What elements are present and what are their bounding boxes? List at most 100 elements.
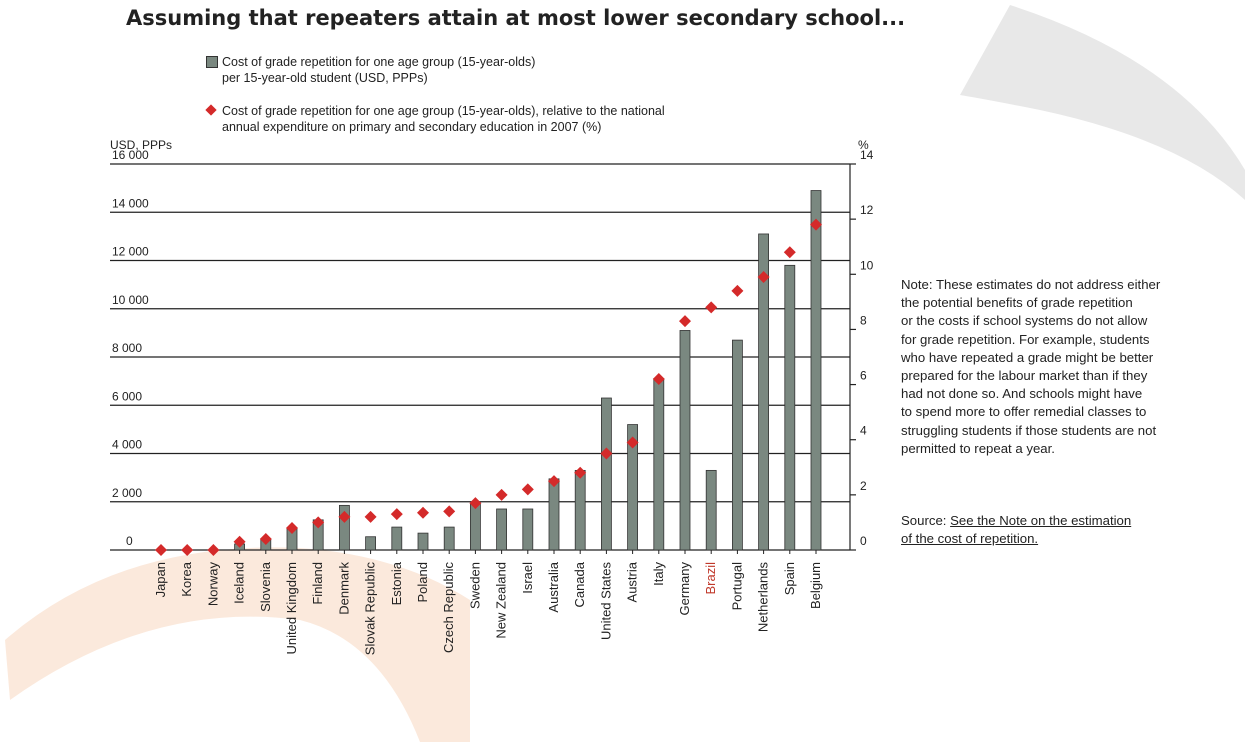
bar (705, 469, 717, 551)
y-left-tick-label: 16 000 (112, 148, 149, 162)
y-right-tick-label: 8 (860, 313, 867, 327)
legend-bars-line1: Cost of grade repetition for one age gro… (222, 55, 536, 69)
marker-diamond (443, 505, 456, 518)
note-line-7: had not done so. And schools might have (901, 386, 1143, 402)
y-left-tick-label: 6 000 (112, 389, 142, 403)
bar (810, 190, 822, 551)
x-category-label: Netherlands (756, 562, 771, 633)
bar (784, 264, 796, 551)
marker-diamond (259, 532, 272, 545)
x-category-label: Slovenia (258, 561, 273, 612)
x-category-label: Germany (677, 562, 692, 616)
orange-swoosh-shape (5, 547, 470, 742)
marker-diamond (626, 436, 639, 449)
marker-diamond (757, 271, 770, 284)
x-category-label: Norway (205, 562, 220, 607)
bar (443, 526, 455, 551)
x-category-label: Brazil (703, 562, 718, 595)
y-right-tick-label: 12 (860, 203, 874, 217)
y-right-tick-label: 10 (860, 258, 874, 272)
marker-diamond (233, 535, 246, 548)
y-left-tick-label: 2 000 (112, 486, 142, 500)
note-line-10: permitted to repeat a year. (901, 440, 1055, 456)
source-link-line1[interactable]: See the Note on the estimation (950, 513, 1132, 528)
x-category-label: United States (598, 562, 613, 641)
marker-diamond (731, 284, 744, 297)
chart-title: Assuming that repeaters attain at most l… (126, 6, 906, 30)
marker-diamond (469, 497, 482, 510)
legend-bars: Cost of grade repetition for one age gro… (206, 54, 742, 86)
bar (391, 526, 403, 551)
gray-swoosh-shape (960, 5, 1245, 200)
marker-diamond (652, 373, 665, 386)
bar (548, 478, 560, 551)
marker-diamond (312, 516, 325, 529)
x-category-label: Korea (179, 561, 194, 596)
source-link-line2[interactable]: of the cost of repetition. (901, 531, 1039, 546)
marker-diamond (521, 483, 534, 496)
note-line-2: the potential benefits of grade repetiti… (901, 295, 1133, 311)
y-right-tick-label: 0 (860, 534, 867, 548)
bar (574, 469, 586, 551)
y-left-tick-label: 14 000 (112, 196, 149, 210)
x-category-label: Finland (310, 562, 325, 605)
note-line-3: or the costs if school systems do not al… (901, 313, 1148, 329)
bar (417, 532, 429, 551)
bar (679, 330, 691, 551)
legend-markers-line1: Cost of grade repetition for one age gro… (222, 104, 665, 118)
x-category-label: Israel (520, 562, 535, 594)
x-category-label: Denmark (336, 562, 351, 615)
bar (365, 536, 377, 551)
x-category-label: Austria (625, 561, 640, 602)
bar (522, 508, 534, 551)
x-category-label: Belgium (808, 562, 823, 609)
marker-diamond (783, 246, 796, 259)
x-category-label: Iceland (232, 562, 247, 604)
note-line-6: prepared for the labour market than if t… (901, 368, 1148, 384)
y-left-tick-label: 10 000 (112, 293, 149, 307)
y-right-tick-label: 2 (860, 479, 867, 493)
marker-diamond (338, 510, 351, 523)
source-label: Source: (901, 513, 947, 528)
bar (469, 502, 481, 551)
marker-diamond (495, 488, 508, 501)
y-right-tick-label: 4 (860, 424, 867, 438)
x-category-label: United Kingdom (284, 562, 299, 655)
x-category-label: Portugal (729, 562, 744, 611)
legend-markers: Cost of grade repetition for one age gro… (205, 103, 822, 135)
note-line-9: struggling students if those students ar… (901, 422, 1157, 438)
x-category-label: Japan (153, 562, 168, 597)
y-left-tick-label: 8 000 (112, 341, 142, 355)
y-right-tick-label: 14 (860, 148, 874, 162)
marker-diamond (600, 447, 613, 460)
marker-diamond (364, 510, 377, 523)
legend-markers-line2: annual expenditure on primary and second… (222, 120, 602, 134)
x-category-label: New Zealand (494, 562, 509, 639)
bar (601, 397, 612, 551)
marker-diamond (155, 544, 167, 556)
y-left-tick-label: 0 (126, 534, 133, 548)
marker-diamond (417, 506, 429, 519)
marker-diamond (810, 218, 822, 231)
marker-diamond (574, 466, 587, 479)
marker-diamond (679, 315, 691, 328)
bar (496, 508, 508, 551)
y-right-tick-label: 6 (860, 369, 867, 383)
x-category-label: Sweden (467, 562, 482, 609)
marker-diamond (390, 508, 403, 521)
note-line-1: Note: These estimates do not address eit… (901, 277, 1161, 292)
y-left-axis-label: USD, PPPs (110, 138, 173, 152)
x-category-label: Estonia (389, 561, 404, 605)
x-category-label: Australia (546, 561, 561, 612)
note-block: Note: These estimates do not address eit… (901, 276, 1241, 458)
marker-diamond (705, 301, 718, 314)
x-category-label: Canada (572, 561, 587, 607)
x-category-label: Spain (782, 562, 797, 595)
marker-diamond (548, 475, 560, 488)
x-category-label: Slovak Republic (363, 562, 378, 656)
source-block: Source: See the Note on the estimation o… (901, 512, 1241, 548)
note-line-4: for grade repetition. For example, stude… (901, 331, 1150, 347)
bar (653, 378, 665, 551)
